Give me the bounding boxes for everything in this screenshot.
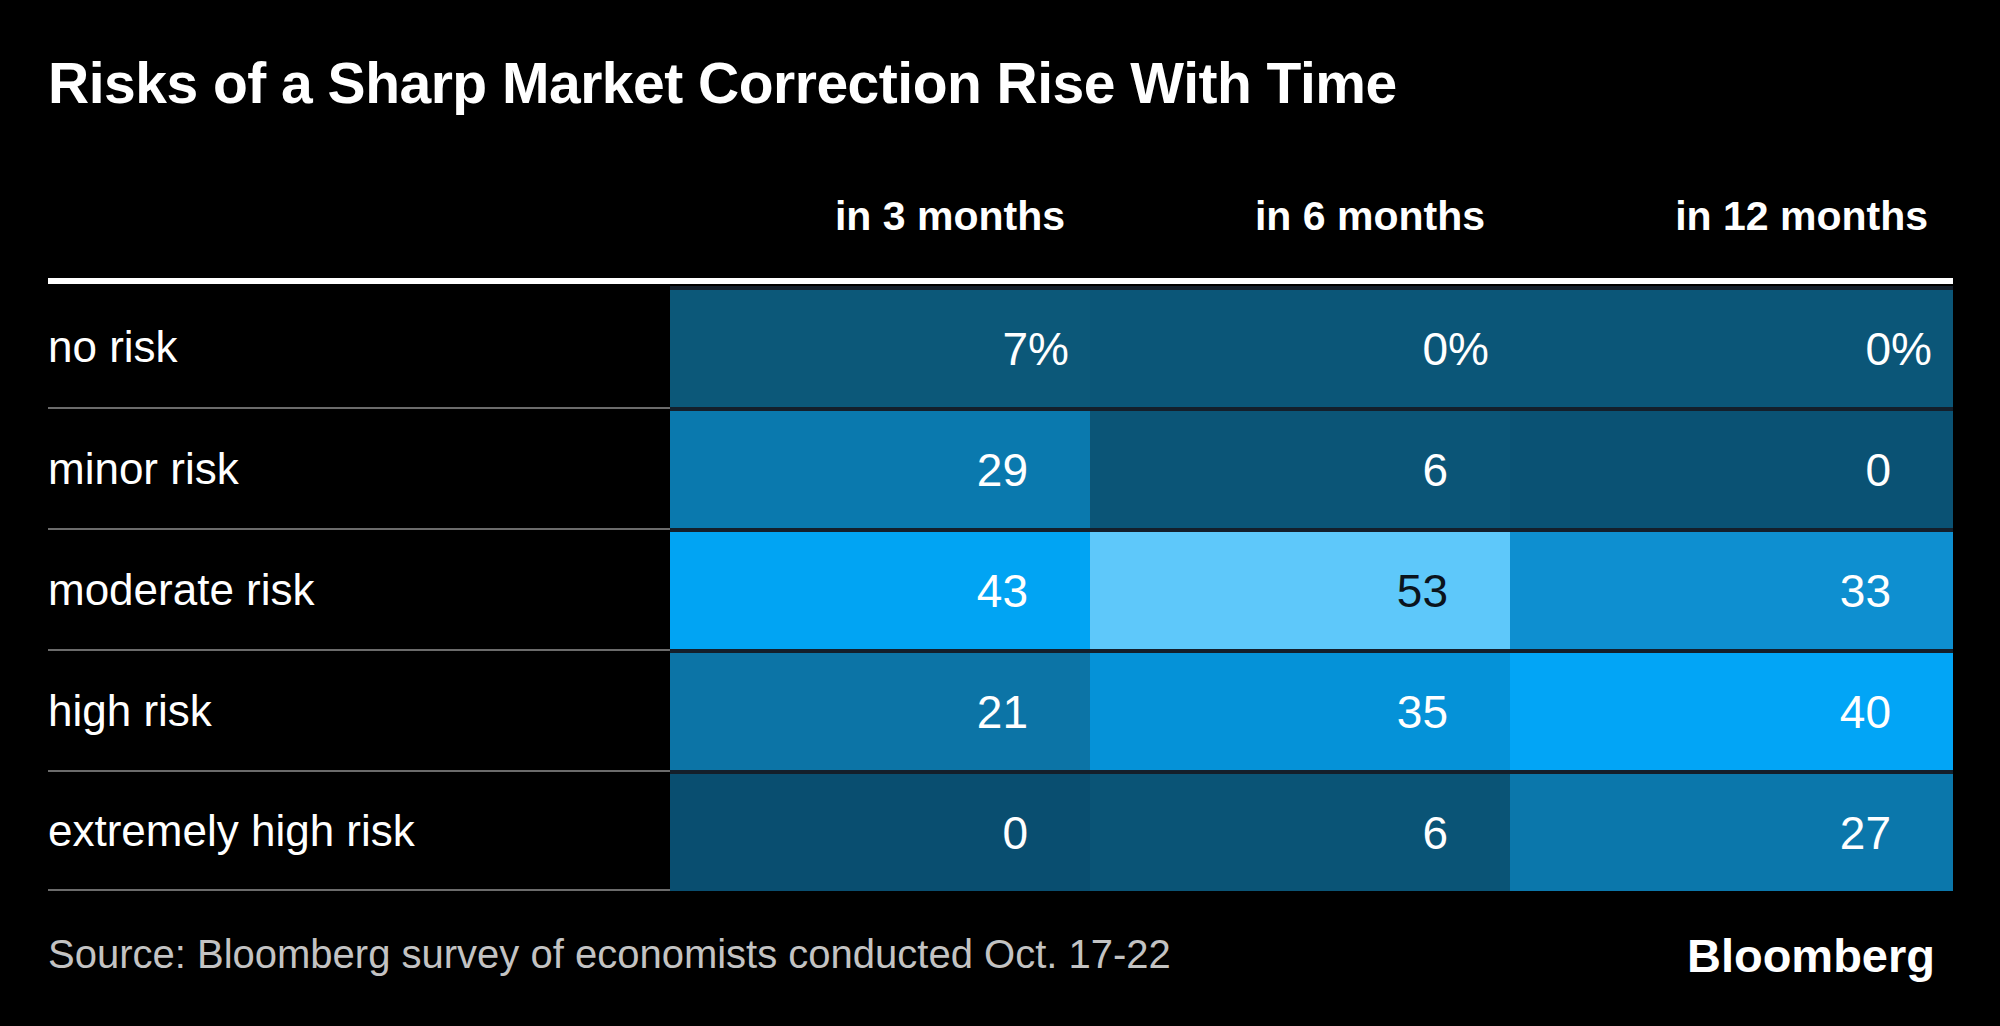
table-row: minor risk2960 [48,407,1953,528]
heat-cell: 35 [1090,649,1510,770]
row-label: high risk [48,649,670,770]
risk-grid: no risk7%0%0%minor risk2960moderate risk… [48,286,1953,891]
column-header-6-months: in 6 months [1090,194,1510,239]
heat-cell: 0 [1510,407,1953,528]
table-row: extremely high risk0627 [48,770,1953,891]
bloomberg-logo: Bloomberg [1687,928,1935,983]
heat-cell: 0% [1090,286,1510,407]
chart-canvas: Risks of a Sharp Market Correction Rise … [0,0,2000,1026]
row-label: minor risk [48,407,670,528]
row-label: extremely high risk [48,770,670,891]
column-header-3-months: in 3 months [670,194,1090,239]
heat-cell: 7% [670,286,1090,407]
heat-cell: 0% [1510,286,1953,407]
heat-cell: 6 [1090,770,1510,891]
heat-cell: 40 [1510,649,1953,770]
top-rule-divider [48,278,1953,284]
heat-cell: 53 [1090,528,1510,649]
table-row: moderate risk435333 [48,528,1953,649]
heat-cell: 33 [1510,528,1953,649]
table-row: no risk7%0%0% [48,286,1953,407]
chart-title: Risks of a Sharp Market Correction Rise … [48,52,1397,115]
column-header-12-months: in 12 months [1510,194,1953,239]
heat-cell: 27 [1510,770,1953,891]
source-line: Source: Bloomberg survey of economists c… [48,932,1171,977]
heat-cell: 0 [670,770,1090,891]
row-label: moderate risk [48,528,670,649]
heat-cell: 6 [1090,407,1510,528]
header-spacer [48,194,670,239]
column-headers: in 3 months in 6 months in 12 months [48,194,1953,239]
heat-cell: 43 [670,528,1090,649]
heat-cell: 21 [670,649,1090,770]
heat-cell: 29 [670,407,1090,528]
row-label: no risk [48,286,670,407]
table-row: high risk213540 [48,649,1953,770]
